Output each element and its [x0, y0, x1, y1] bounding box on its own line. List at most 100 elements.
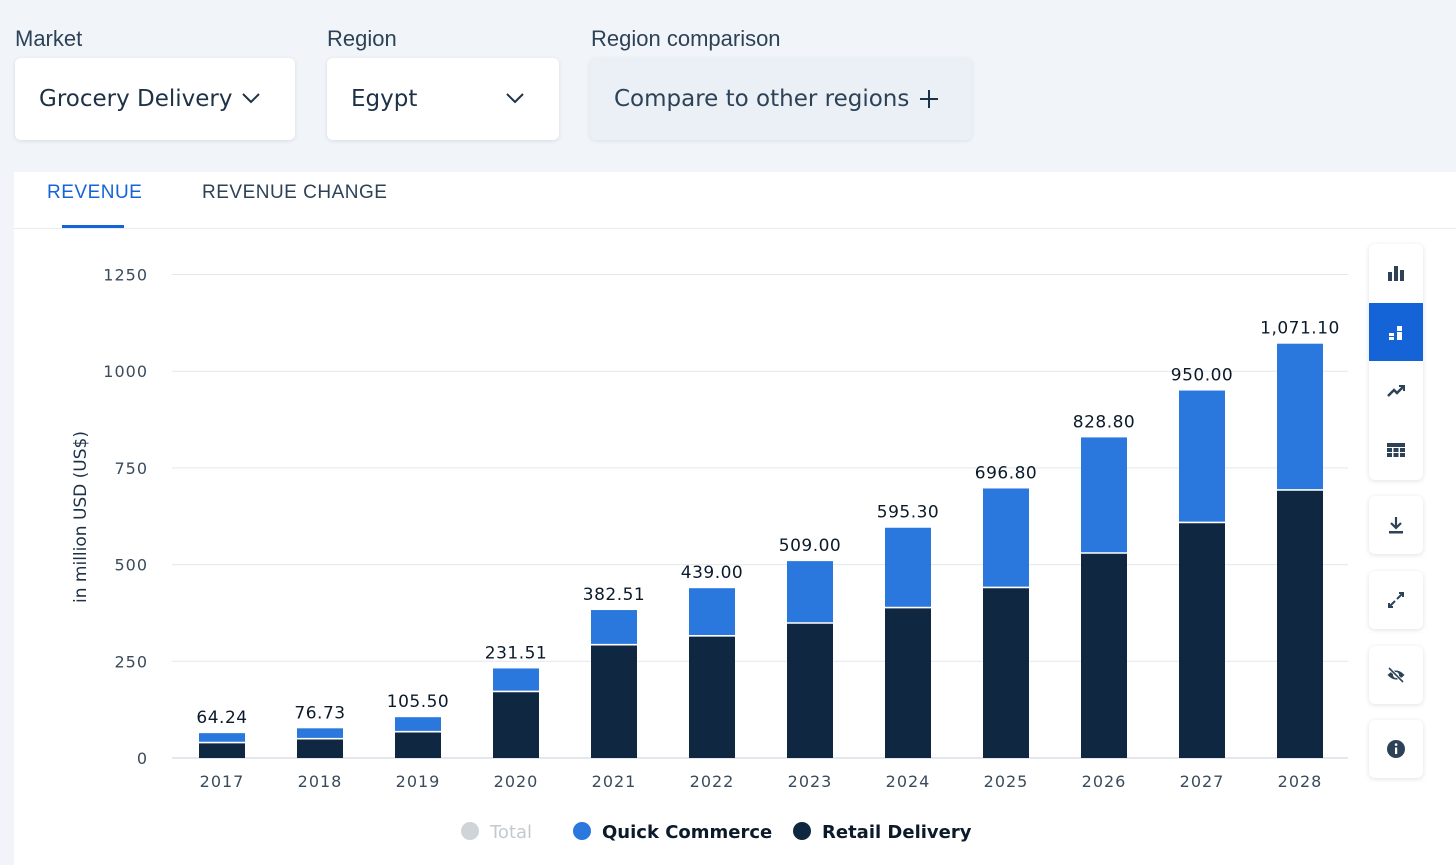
bar-chart-button[interactable]: [1369, 244, 1423, 302]
chart-type-toolbar: [1369, 244, 1423, 480]
bar-quick-commerce: [1081, 437, 1127, 553]
data-label: 696.80: [975, 463, 1037, 483]
region-select[interactable]: Egypt: [327, 58, 559, 140]
data-label: 231.51: [485, 643, 547, 663]
bar-retail-delivery: [689, 635, 735, 758]
x-tick-label: 2028: [1278, 772, 1323, 791]
download-button[interactable]: [1369, 496, 1423, 554]
bar-quick-commerce: [493, 668, 539, 692]
x-tick-label: 2020: [494, 772, 539, 791]
y-axis-label: in million USD (US$): [71, 431, 91, 603]
bar-quick-commerce: [297, 728, 343, 739]
bar-quick-commerce: [983, 488, 1029, 588]
region-comparison-label: Region comparison: [591, 26, 781, 51]
bar-quick-commerce: [395, 717, 441, 732]
x-tick-label: 2022: [690, 772, 735, 791]
market-label: Market: [15, 26, 83, 51]
tab-revenue-change[interactable]: REVENUE CHANGE: [202, 182, 388, 203]
expand-icon: [1388, 592, 1404, 608]
bar-quick-commerce: [199, 733, 245, 743]
data-label: 382.51: [583, 585, 645, 605]
legend-item-label: Retail Delivery: [822, 822, 972, 843]
info-tool: [1369, 720, 1423, 778]
bar-retail-delivery: [199, 742, 245, 758]
bar-retail-delivery: [297, 738, 343, 758]
data-label: 509.00: [779, 536, 841, 556]
y-tick-label: 250: [114, 652, 148, 671]
legend-item-label: Total: [489, 822, 532, 843]
x-tick-label: 2023: [788, 772, 833, 791]
bar-quick-commerce: [1179, 390, 1225, 523]
active-tab-indicator: [62, 225, 124, 228]
data-label: 105.50: [387, 692, 449, 712]
info-button[interactable]: [1369, 720, 1423, 778]
y-tick-label: 0: [137, 749, 148, 768]
bar-quick-commerce: [591, 610, 637, 645]
legend-marker: [573, 822, 591, 840]
x-tick-label: 2019: [396, 772, 441, 791]
x-tick-label: 2026: [1082, 772, 1127, 791]
bar-quick-commerce: [1277, 343, 1323, 490]
data-label: 439.00: [681, 563, 743, 583]
trend-line-icon: [1387, 385, 1405, 397]
chevron-down-icon: [242, 93, 260, 104]
fullscreen-button[interactable]: [1369, 571, 1423, 629]
download-icon: [1389, 517, 1403, 534]
data-label: 1,071.10: [1260, 319, 1340, 339]
bar-retail-delivery: [885, 607, 931, 758]
bar-quick-commerce: [689, 588, 735, 636]
hide-icon: [1387, 666, 1405, 684]
bar-retail-delivery: [1277, 489, 1323, 758]
x-tick-label: 2017: [200, 772, 245, 791]
legend-marker: [793, 822, 811, 840]
stacked-chart-icon: [1389, 326, 1402, 340]
chart-panel: REVENUE REVENUE CHANGE 0 250 500 750 1000 125…: [14, 172, 1456, 865]
data-label: 950.00: [1171, 366, 1233, 386]
bar-retail-delivery: [983, 587, 1029, 758]
bar-retail-delivery: [493, 691, 539, 758]
market-select[interactable]: Grocery Delivery: [15, 58, 295, 140]
y-tick-label: 1250: [103, 266, 148, 285]
x-tick-label: 2021: [592, 772, 637, 791]
filter-bar: Market Grocery Delivery Region Egypt Reg…: [0, 0, 1456, 172]
data-label: 76.73: [294, 703, 345, 723]
legend-item-label: Quick Commerce: [602, 822, 772, 843]
data-label: 828.80: [1073, 412, 1135, 432]
y-tick-label: 750: [114, 459, 148, 478]
bar-retail-delivery: [591, 644, 637, 758]
bar-retail-delivery: [395, 731, 441, 758]
table-icon: [1387, 443, 1405, 457]
legend-marker: [461, 822, 479, 840]
x-tick-label: 2024: [886, 772, 931, 791]
y-tick-label: 500: [114, 556, 148, 575]
stacked-chart-button[interactable]: [1369, 303, 1423, 361]
hide-button[interactable]: [1369, 646, 1423, 704]
bar-retail-delivery: [1081, 552, 1127, 758]
data-label: 595.30: [877, 503, 939, 523]
y-tick-label: 1000: [103, 362, 148, 381]
bar-quick-commerce: [787, 561, 833, 624]
bar-chart-icon: [1388, 266, 1404, 281]
bar-retail-delivery: [1179, 522, 1225, 758]
x-tick-label: 2027: [1180, 772, 1225, 791]
revenue-chart: 0 250 500 750 1000 1250 in million USD (US$) 64…: [71, 266, 1348, 843]
trend-line-button[interactable]: [1369, 362, 1423, 420]
download-tool: [1369, 496, 1423, 554]
compare-regions-button[interactable]: Compare to other regions: [590, 58, 972, 140]
compare-regions-text: Compare to other regions: [614, 86, 910, 112]
plus-icon: [920, 90, 938, 108]
chevron-down-icon: [506, 93, 524, 104]
region-value: Egypt: [351, 86, 418, 112]
bar-quick-commerce: [885, 527, 931, 608]
hide-tool: [1369, 646, 1423, 704]
market-value: Grocery Delivery: [39, 86, 233, 112]
x-tick-label: 2025: [984, 772, 1029, 791]
bar-retail-delivery: [787, 623, 833, 758]
region-label: Region: [327, 26, 397, 51]
tab-bar: REVENUE REVENUE CHANGE: [14, 172, 1456, 229]
expand-tool: [1369, 571, 1423, 629]
info-icon: [1387, 740, 1405, 758]
table-view-button[interactable]: [1369, 421, 1423, 479]
x-tick-label: 2018: [298, 772, 343, 791]
tab-revenue[interactable]: REVENUE: [47, 182, 143, 203]
